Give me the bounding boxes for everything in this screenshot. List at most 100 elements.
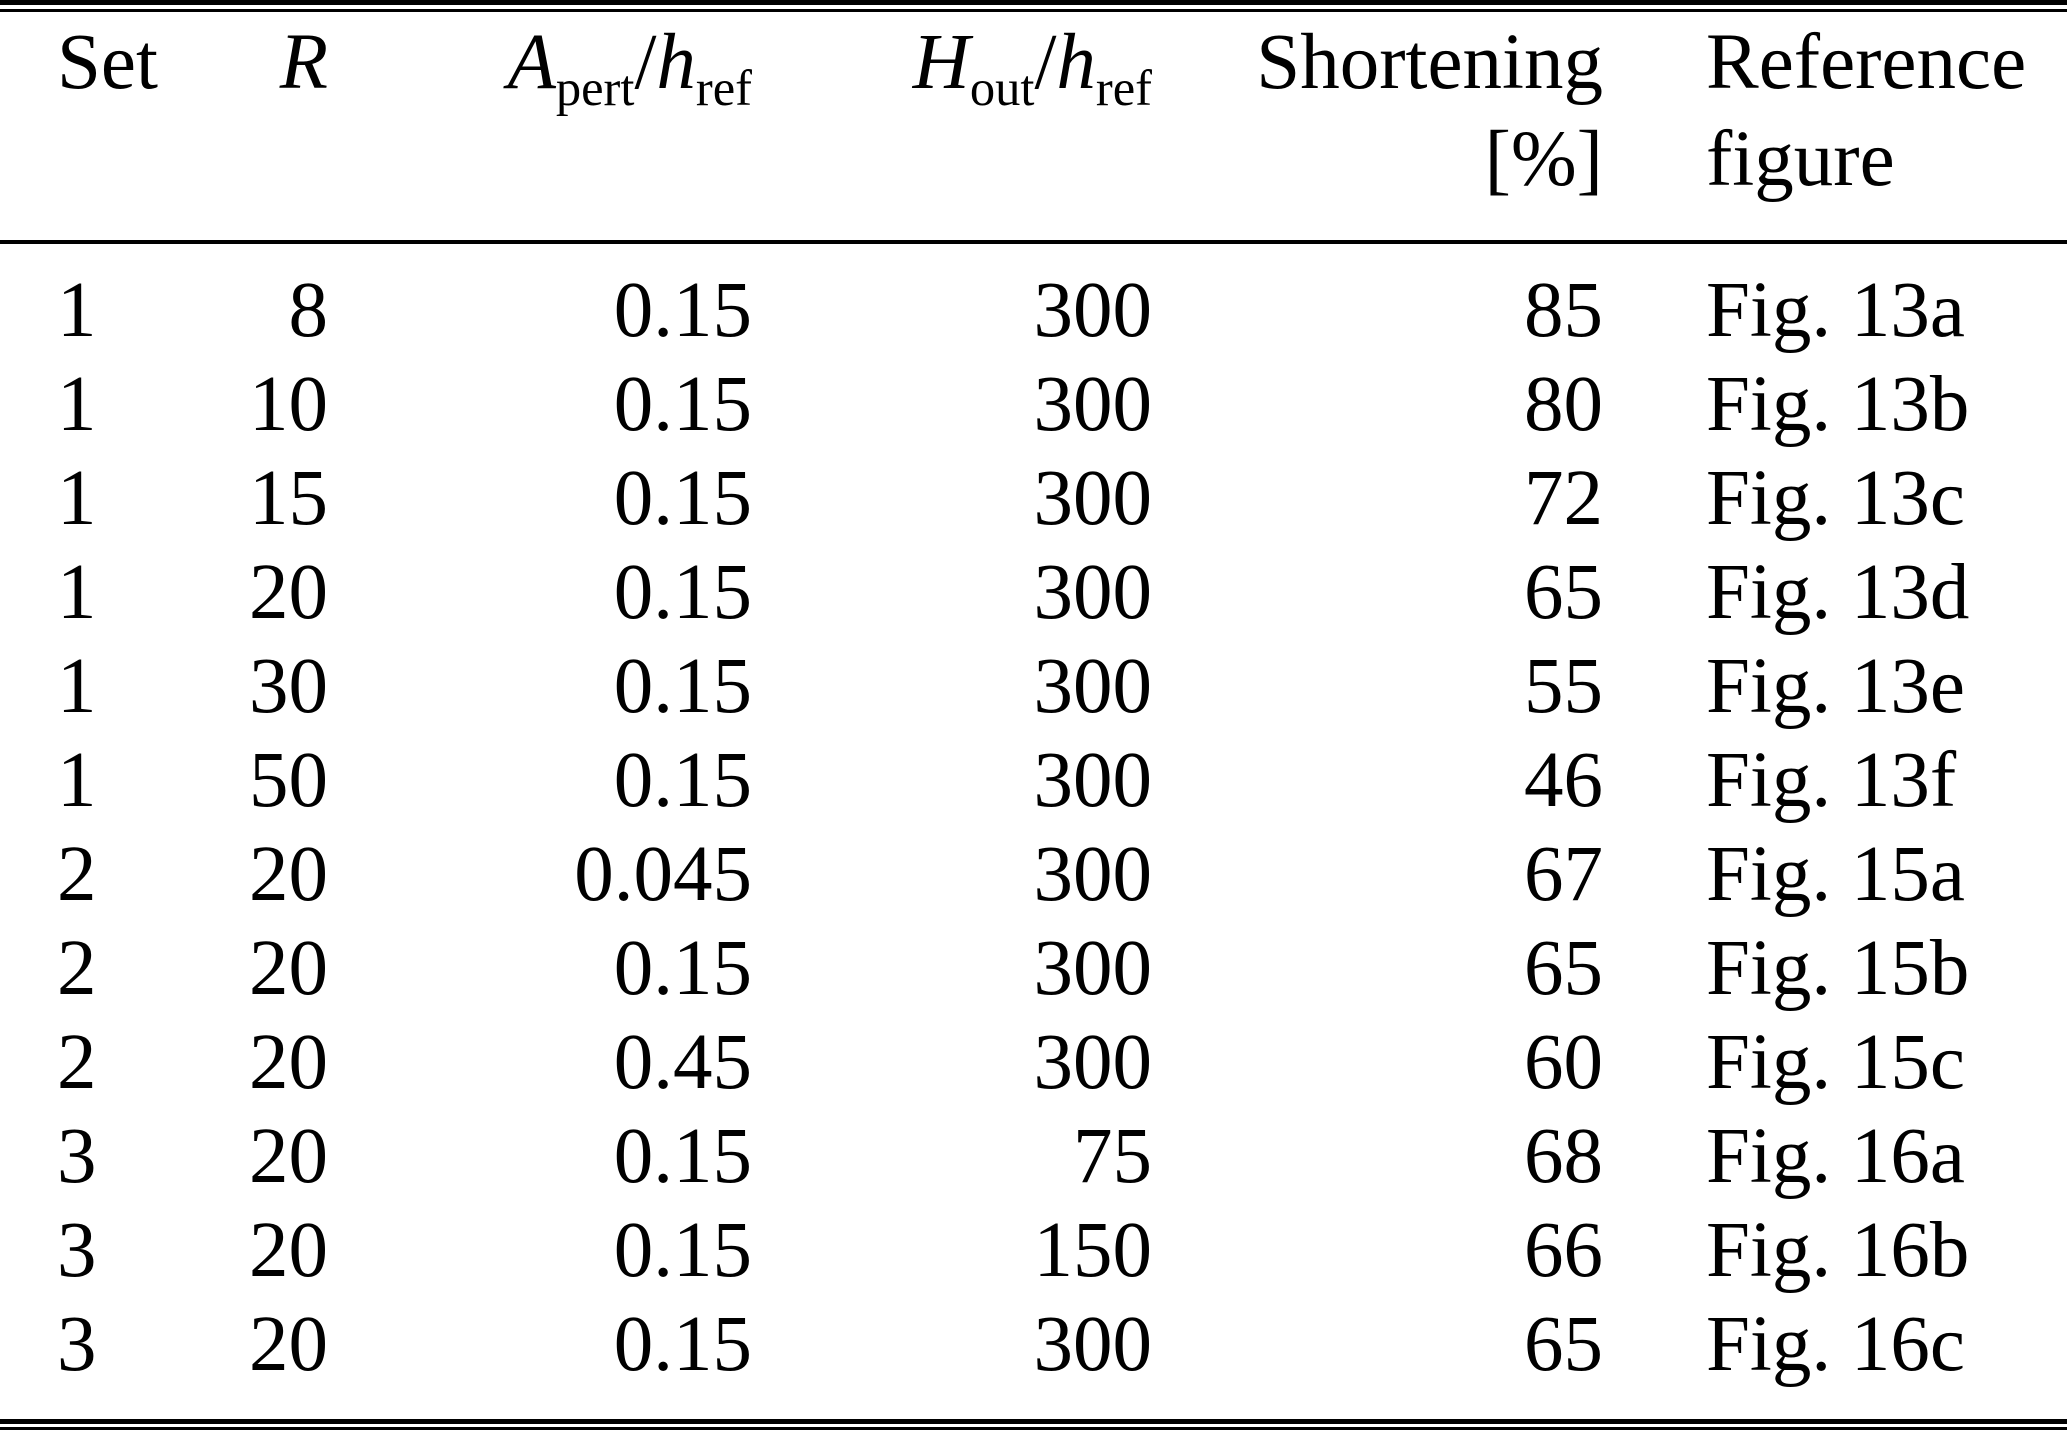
cell-shortening: 66 — [1524, 1207, 1603, 1294]
math-numerator: H — [912, 19, 970, 106]
cell-h_out: 300 — [1033, 831, 1153, 918]
math-numerator-subscript: out — [969, 59, 1035, 116]
cell-reference: Fig. 13f — [1706, 737, 1957, 824]
cell-h_out: 300 — [1033, 361, 1153, 448]
col-header-shortening-unit: [%] — [1484, 116, 1603, 203]
cell-a_pert: 0.15 — [613, 925, 752, 1012]
table-row: 3 20 0.15 75 68 Fig. 16a — [0, 1110, 2067, 1204]
table-row: 2 20 0.15 300 65 Fig. 15b — [0, 922, 2067, 1016]
col-header-r: R — [150, 12, 328, 242]
math-denominator-subscript: ref — [695, 59, 752, 116]
col-header-hout-href: Hout/href — [752, 12, 1152, 242]
cell-h_out: 300 — [1033, 1301, 1153, 1388]
cell-reference: Fig. 15b — [1706, 925, 1970, 1012]
cell-a_pert: 0.15 — [613, 1301, 752, 1388]
cell-a_pert: 0.15 — [613, 361, 752, 448]
cell-shortening: 67 — [1524, 831, 1603, 918]
table-row: 1 30 0.15 300 55 Fig. 13e — [0, 640, 2067, 734]
cell-reference: Fig. 13a — [1706, 267, 1965, 354]
cell-reference: Fig. 13c — [1706, 455, 1965, 542]
parameters-table: Set R Apert/href Hout/href Shortening [%… — [0, 12, 2067, 1392]
cell-r: 10 — [249, 361, 328, 448]
cell-r: 50 — [249, 737, 328, 824]
cell-shortening: 85 — [1524, 267, 1603, 354]
cell-shortening: 65 — [1524, 549, 1603, 636]
cell-h_out: 300 — [1033, 455, 1153, 542]
cell-a_pert: 0.15 — [613, 1113, 752, 1200]
table-row: 1 20 0.15 300 65 Fig. 13d — [0, 546, 2067, 640]
cell-set: 1 — [57, 267, 97, 354]
table-row: 2 20 0.045 300 67 Fig. 15a — [0, 828, 2067, 922]
cell-h_out: 300 — [1033, 925, 1153, 1012]
math-numerator: A — [507, 19, 556, 106]
cell-shortening: 80 — [1524, 361, 1603, 448]
cell-set: 2 — [57, 925, 97, 1012]
cell-a_pert: 0.15 — [613, 549, 752, 636]
col-header-apert-href: Apert/href — [328, 12, 752, 242]
table-row: 1 8 0.15 300 85 Fig. 13a — [0, 242, 2067, 358]
cell-h_out: 300 — [1033, 737, 1153, 824]
cell-a_pert: 0.45 — [613, 1019, 752, 1106]
math-slash: / — [634, 19, 657, 106]
cell-shortening: 68 — [1524, 1113, 1603, 1200]
cell-set: 2 — [57, 831, 97, 918]
cell-a_pert: 0.15 — [613, 1207, 752, 1294]
cell-shortening: 65 — [1524, 925, 1603, 1012]
cell-a_pert: 0.15 — [613, 737, 752, 824]
cell-h_out: 300 — [1033, 549, 1153, 636]
cell-reference: Fig. 13d — [1706, 549, 1970, 636]
cell-set: 1 — [57, 455, 97, 542]
cell-h_out: 300 — [1033, 643, 1153, 730]
cell-r: 30 — [249, 643, 328, 730]
cell-shortening: 46 — [1524, 737, 1603, 824]
cell-set: 1 — [57, 549, 97, 636]
table-row: 2 20 0.45 300 60 Fig. 15c — [0, 1016, 2067, 1110]
cell-set: 3 — [57, 1301, 97, 1388]
cell-reference: Fig. 16c — [1706, 1301, 1965, 1388]
cell-r: 15 — [249, 455, 328, 542]
bottom-rule-thin — [0, 1419, 2067, 1424]
cell-a_pert: 0.045 — [574, 831, 752, 918]
cell-reference: Fig. 16a — [1706, 1113, 1965, 1200]
cell-r: 8 — [288, 267, 329, 354]
math-denominator: h — [1056, 19, 1096, 106]
cell-h_out: 300 — [1033, 267, 1153, 354]
cell-h_out: 300 — [1033, 1019, 1153, 1106]
table-row: 1 15 0.15 300 72 Fig. 13c — [0, 452, 2067, 546]
math-expression-hout: Hout/href — [752, 14, 1152, 113]
cell-r: 20 — [249, 1301, 328, 1388]
cell-h_out: 150 — [1033, 1207, 1153, 1294]
cell-set: 1 — [57, 361, 97, 448]
col-header-reference-line1: Reference — [1706, 19, 2027, 106]
col-header-r-label: R — [279, 19, 328, 106]
cell-h_out: 75 — [1073, 1113, 1152, 1200]
top-rule-heavy — [0, 0, 2067, 5]
math-expression-apert: Apert/href — [328, 14, 752, 113]
cell-shortening: 60 — [1524, 1019, 1603, 1106]
math-denominator-subscript: ref — [1095, 59, 1152, 116]
cell-shortening: 55 — [1524, 643, 1603, 730]
cell-reference: Fig. 13e — [1706, 643, 1965, 730]
table-body: 1 8 0.15 300 85 Fig. 13a 1 10 0.15 300 80 Fig. 13b 1… — [0, 242, 2067, 1392]
math-numerator-subscript: pert — [555, 59, 635, 116]
col-header-set-label: Set — [57, 19, 158, 106]
bottom-rule-heavy — [0, 1427, 2067, 1430]
col-header-reference: Reference figure — [1603, 12, 2067, 242]
col-header-set: Set — [0, 12, 158, 242]
cell-set: 1 — [57, 737, 97, 824]
cell-r: 20 — [249, 925, 328, 1012]
col-header-reference-line2: figure — [1706, 116, 1895, 203]
col-header-shortening: Shortening [%] — [1152, 12, 1603, 242]
cell-shortening: 65 — [1524, 1301, 1603, 1388]
math-slash: / — [1034, 19, 1057, 106]
cell-r: 20 — [249, 549, 328, 636]
cell-set: 1 — [57, 643, 97, 730]
cell-r: 20 — [249, 831, 328, 918]
table-row: 1 10 0.15 300 80 Fig. 13b — [0, 358, 2067, 452]
cell-reference: Fig. 15a — [1706, 831, 1965, 918]
col-header-shortening-line1: Shortening — [1256, 19, 1603, 106]
cell-r: 20 — [249, 1113, 328, 1200]
math-denominator: h — [656, 19, 696, 106]
top-rule-thin — [0, 9, 2067, 12]
